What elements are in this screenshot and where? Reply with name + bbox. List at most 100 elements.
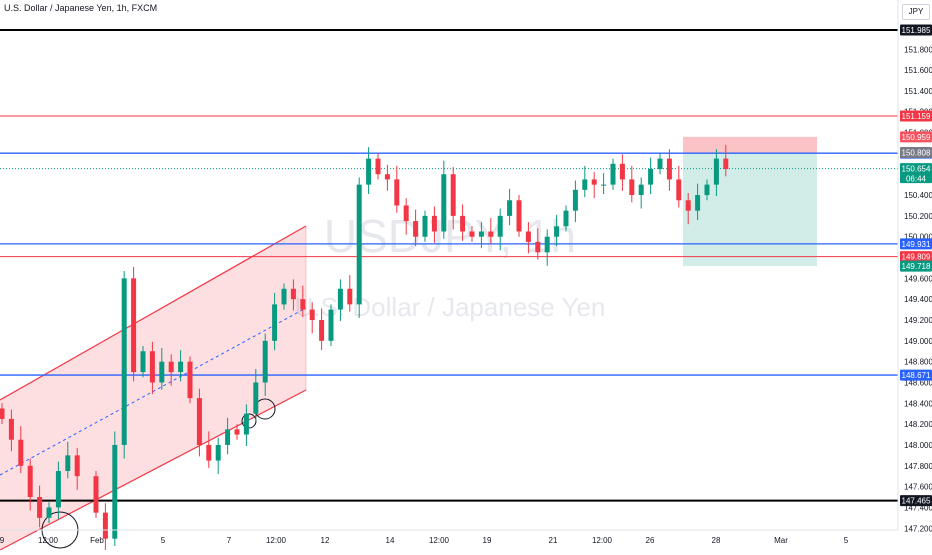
candle-body: [469, 231, 475, 237]
candle-body: [610, 163, 616, 185]
time-tick-label: 9: [0, 536, 5, 545]
time-tick-label: 5: [161, 536, 166, 545]
chart-title: U.S. Dollar / Japanese Yen, 1h, FXCM: [4, 3, 158, 13]
time-tick-label: 14: [386, 536, 395, 545]
price-tick-label: 147.600: [904, 483, 932, 492]
time-tick-label: 12:00: [266, 536, 287, 545]
candle-body: [131, 278, 137, 373]
price-tick-label: 150.200: [904, 212, 932, 221]
candle-body: [187, 361, 193, 399]
candle-body: [525, 231, 531, 242]
price-tick-label: 151.400: [904, 87, 932, 96]
candle-body: [290, 288, 296, 300]
candle-body: [347, 288, 353, 305]
candle-body: [591, 179, 597, 185]
price-tick-label: 149.200: [904, 316, 932, 325]
time-tick-label: Feb: [90, 536, 104, 545]
levels-layer: [0, 29, 898, 502]
candle-body: [478, 231, 484, 237]
level-price-label-bg: [900, 24, 932, 36]
candle-body: [685, 200, 691, 211]
price-tick-label: 148.200: [904, 420, 932, 429]
candle-body: [375, 158, 381, 175]
candle-body: [384, 174, 390, 180]
time-tick-label: 26: [646, 536, 655, 545]
position-price-label: 150.808: [902, 149, 931, 158]
time-axis[interactable]: 9 12:00 Feb 5 7 12:00 12 14 12:00 19 21 12:00 26 28 Ma…: [0, 529, 898, 545]
level-price-label: 151.159: [902, 112, 931, 121]
candle-body: [253, 382, 259, 414]
candle-body: [74, 455, 80, 477]
price-tick-label: 150.400: [904, 191, 932, 200]
candle-body: [638, 184, 644, 196]
time-tick-label: 12:00: [38, 536, 59, 545]
candle-body: [196, 398, 202, 445]
candle-body: [178, 361, 184, 373]
price-tick-label: 147.400: [904, 503, 932, 512]
candle-body: [37, 497, 43, 518]
level-price-label-bg: [900, 238, 932, 250]
position-price-label-bg: [900, 260, 932, 272]
time-tick-label: 19: [483, 536, 492, 545]
candle-body: [422, 215, 428, 237]
candle-body: [309, 309, 315, 321]
time-tick-label: 28: [712, 536, 721, 545]
price-tick-label: 151.800: [904, 45, 932, 54]
candle-body: [601, 184, 607, 186]
candle-body: [243, 413, 249, 435]
candle-body: [102, 512, 108, 539]
candle-body: [366, 158, 372, 185]
candle-body: [563, 210, 569, 227]
candle-body: [356, 184, 362, 305]
candle-body: [657, 158, 663, 170]
candle-body: [666, 158, 672, 180]
price-tick-label: 148.000: [904, 441, 932, 450]
price-tick-label: 148.800: [904, 358, 932, 367]
candle-body: [676, 179, 682, 201]
price-tick-label: 147.200: [904, 524, 932, 533]
price-tick-label: 149.400: [904, 295, 932, 304]
candle-body: [8, 418, 14, 440]
candle-body: [281, 288, 287, 305]
time-tick-label: 5: [844, 536, 849, 545]
level-price-label-bg: [900, 110, 932, 122]
candle-body: [121, 278, 127, 445]
candle-body: [18, 439, 24, 466]
candle-body: [225, 429, 231, 445]
currency-button[interactable]: JPY: [902, 4, 930, 20]
price-tick-label: 150.000: [904, 233, 932, 242]
candle-body: [319, 320, 325, 341]
level-price-label-bg: [900, 495, 932, 507]
candle-body: [431, 215, 437, 232]
candle-body: [234, 429, 240, 435]
candle-body: [695, 195, 701, 211]
candle-body: [272, 304, 278, 341]
candle-body: [206, 444, 212, 461]
level-price-label: 148.671: [902, 371, 931, 380]
candle-body: [46, 507, 52, 518]
candle-body: [0, 408, 5, 419]
time-tick-label: 7: [227, 536, 232, 545]
candle-body: [713, 158, 719, 185]
candle-body: [140, 351, 146, 373]
price-tick-label: 148.600: [904, 378, 932, 387]
candle-body: [300, 299, 306, 310]
candle-body: [488, 231, 494, 237]
candle-body: [55, 470, 61, 508]
candle-body: [460, 215, 466, 232]
level-price-label-bg: [900, 369, 932, 381]
level-price-label: 151.985: [902, 26, 931, 35]
current-price-label-countdown: 06:44: [906, 175, 927, 184]
watermark-symbol: USDJPY, 1h: [324, 210, 576, 262]
candle-body: [723, 158, 729, 170]
channel-upper-line: [0, 225, 307, 401]
time-tick-label: 21: [549, 536, 558, 545]
time-tick-label: 12:00: [429, 536, 450, 545]
candle-body: [413, 221, 419, 237]
position-target-zone: [683, 152, 817, 267]
candle-body: [507, 200, 513, 216]
position-price-label-bg: [900, 147, 932, 159]
